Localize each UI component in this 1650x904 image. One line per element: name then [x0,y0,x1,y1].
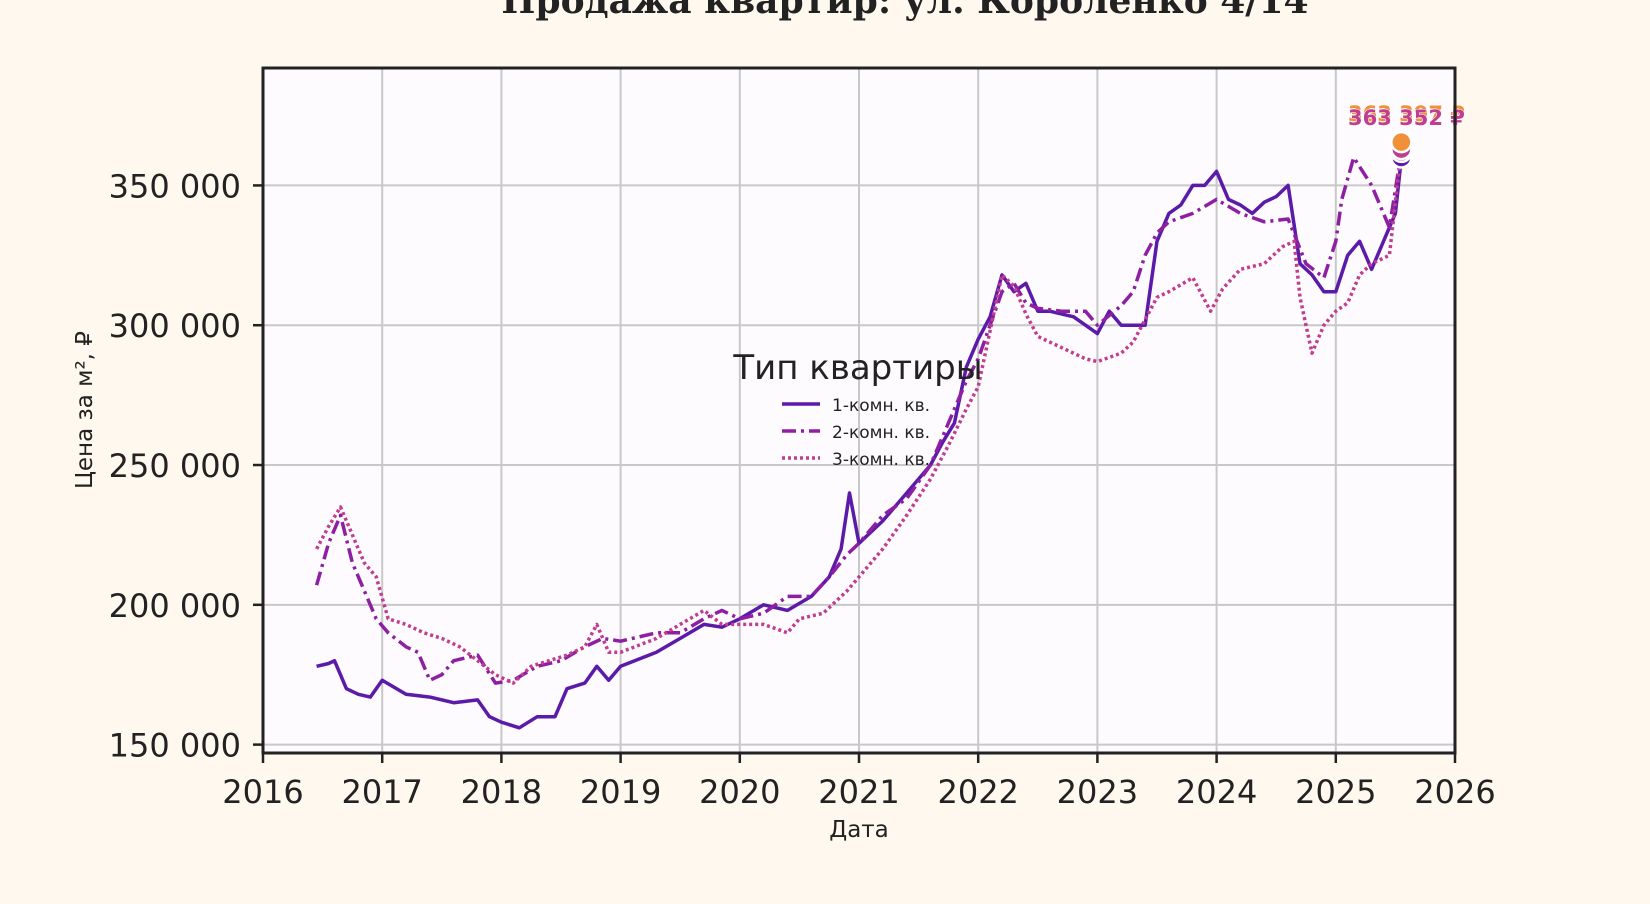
grid [263,68,1455,753]
x-tick-label: 2016 [222,773,303,811]
x-tick-label: 2017 [341,773,422,811]
series-line-2 [314,151,1404,685]
series-line-1 [316,157,1404,730]
y-axis-label: Цена за м², ₽ [72,331,98,489]
end-marker-highlight [1390,130,1413,154]
series-line-3 [315,148,1404,685]
legend-label-2: 2-комн. кв. [832,423,930,443]
y-tick-label: 300 000 [109,307,241,345]
y-tick-label: 350 000 [109,167,241,205]
x-tick-label: 2024 [1176,773,1257,811]
legend-label-1: 1-комн. кв. [832,396,930,416]
legend: Тип квартиры 1-комн. кв. 2-комн. кв. 3-к… [732,348,982,470]
x-tick-label: 2018 [461,773,542,811]
end-value-label-1: 363 397 ₽ [1348,102,1465,126]
x-tick-label: 2019 [580,773,661,811]
y-tick-label: 250 000 [109,447,241,485]
x-tick-label: 2025 [1295,773,1376,811]
x-tick-label: 2020 [699,773,780,811]
end-value-label-2: 363 352 ₽ [1348,106,1465,130]
legend-title: Тип квартиры [732,348,982,388]
legend-label-3: 3-комн. кв. [832,450,930,470]
chart-title: Продажа квартир: ул. Короленко 4/14 [501,0,1309,22]
axis-ticks: 2016 2017 2018 2019 2020 2021 2022 2023 2024 2025… [109,167,1496,811]
series-layer [314,148,1404,730]
y-tick-label: 200 000 [109,587,241,625]
x-axis-label: Дата [829,817,889,843]
x-tick-label: 2026 [1414,773,1495,811]
x-tick-label: 2022 [937,773,1018,811]
x-tick-label: 2021 [818,773,899,811]
y-tick-label: 150 000 [109,727,241,765]
end-markers: 363 397 ₽363 352 ₽ [1348,102,1465,169]
x-tick-label: 2023 [1057,773,1138,811]
